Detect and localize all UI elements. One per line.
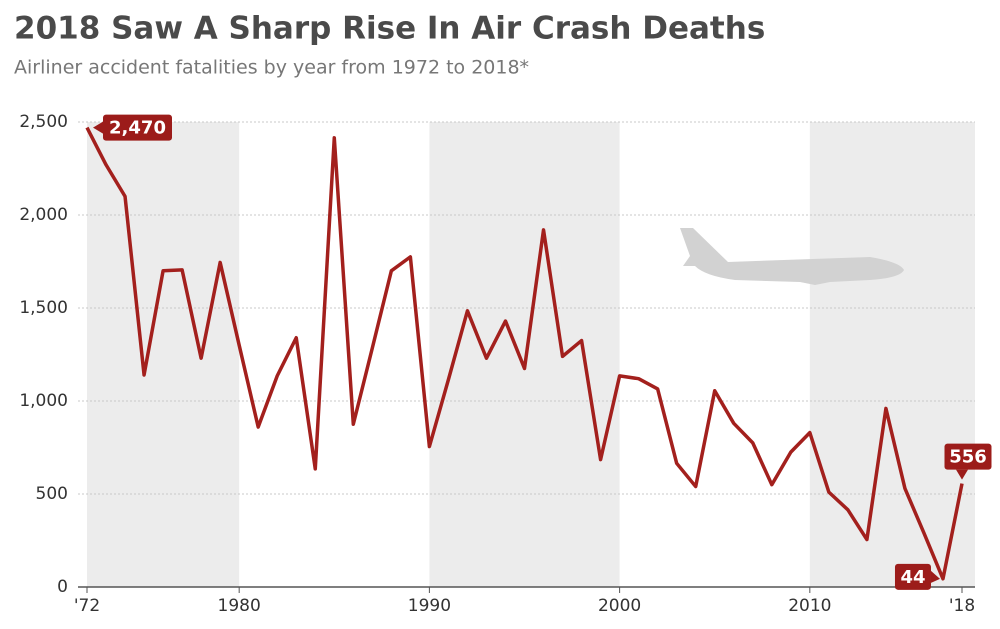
label-box [894, 563, 931, 590]
band-layer [87, 122, 975, 587]
label-pointer [93, 121, 103, 134]
y-tick-label: 2,000 [19, 205, 68, 225]
airplane-icon [680, 228, 904, 285]
x-tick-label: 2000 [598, 596, 641, 616]
data-label: 44 [900, 567, 925, 588]
label-box [944, 443, 992, 470]
y-tick-label: 1,500 [19, 298, 68, 318]
x-tick-label: 2010 [788, 596, 831, 616]
y-tick-label: 2,500 [19, 112, 68, 132]
label-pointer [956, 469, 968, 480]
data-label: 556 [949, 447, 987, 468]
data-label: 2,470 [109, 118, 166, 139]
y-tick-label: 1,000 [19, 391, 68, 411]
x-tick-label: 1990 [408, 596, 451, 616]
y-tick-label: 500 [36, 484, 68, 504]
x-tick-label: 1980 [218, 596, 261, 616]
label-pointer [930, 570, 940, 583]
band [87, 122, 240, 587]
line [85, 126, 964, 581]
x-tick-label: '18 [949, 596, 975, 616]
chart-subtitle: Airliner accident fatalities by year fro… [14, 57, 529, 79]
band [809, 122, 975, 587]
chart-title: 2018 Saw A Sharp Rise In Air Crash Death… [14, 11, 765, 47]
y-tick-label: 0 [57, 577, 68, 597]
x-tick-label: '72 [74, 596, 100, 616]
band [429, 122, 620, 587]
label-box [103, 114, 172, 141]
